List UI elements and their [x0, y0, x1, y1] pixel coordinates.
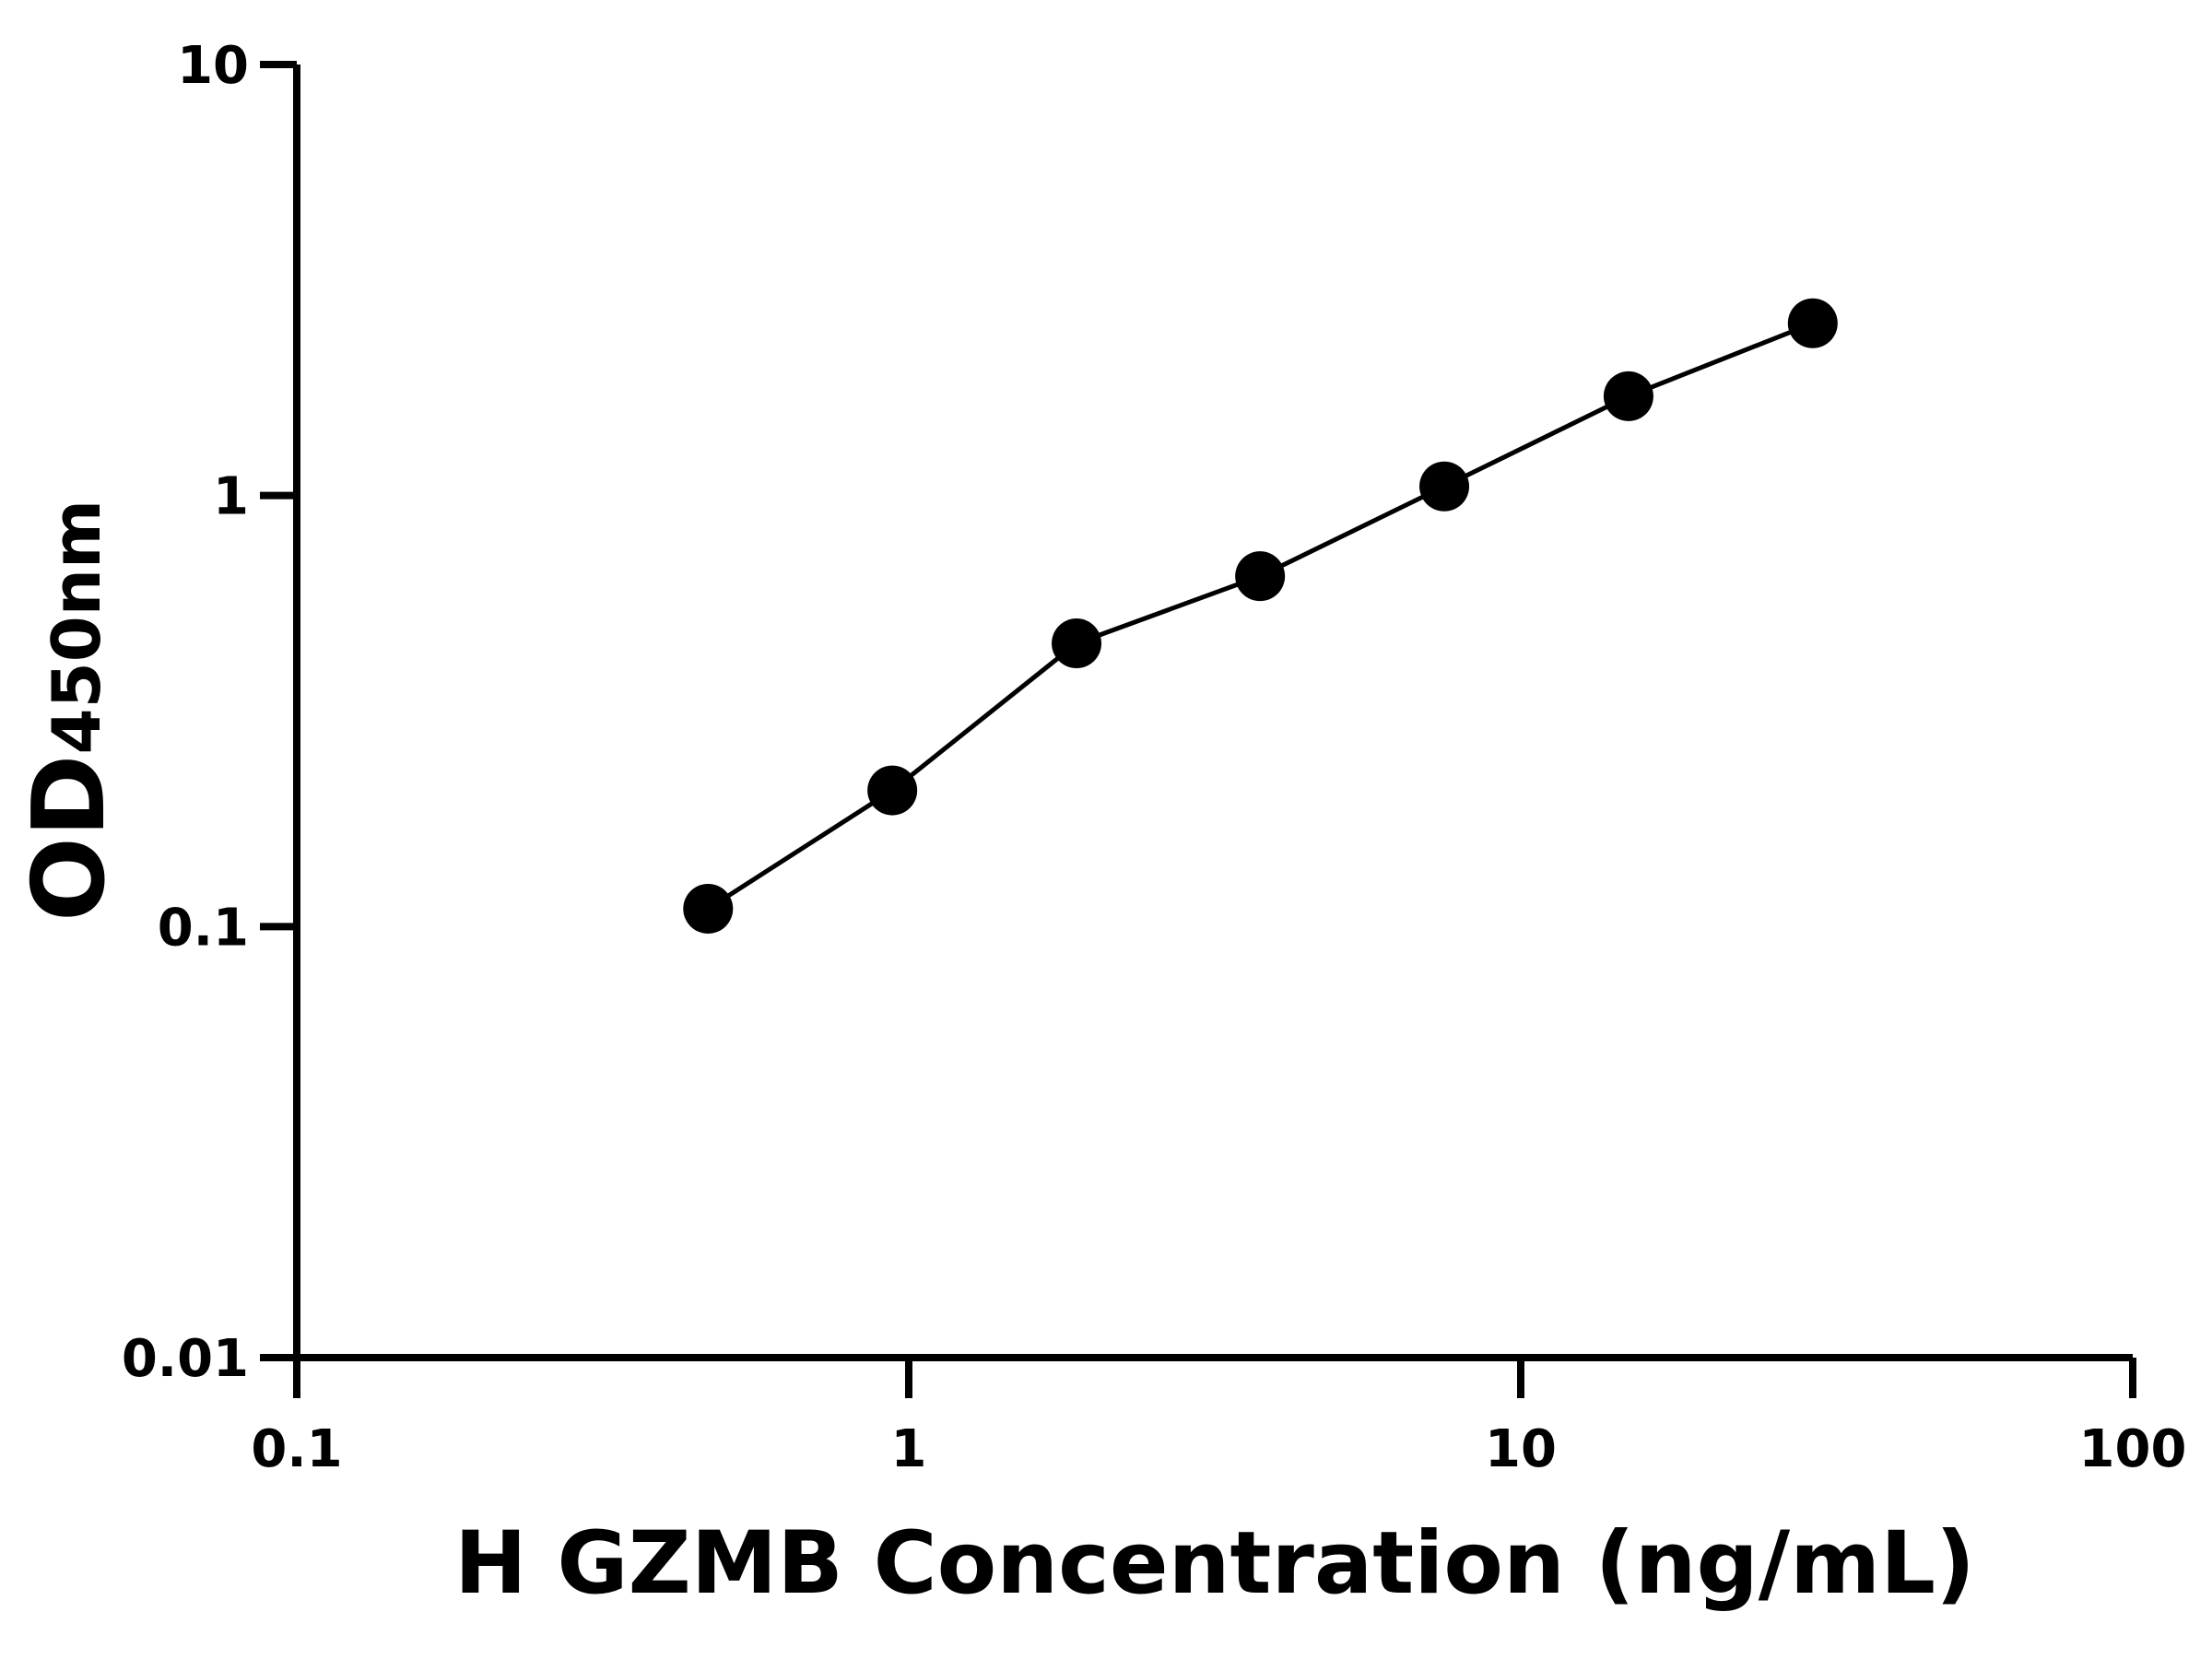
point	[1603, 371, 1653, 421]
y-axis-title-main: OD450nm	[12, 500, 127, 922]
y-tick-label: 1	[213, 467, 249, 527]
x-tick-label: 100	[2079, 1419, 2187, 1479]
y-tick-label: 0.1	[158, 898, 249, 958]
y-axis-title-subscript: 450nm	[38, 500, 115, 755]
x-tick-label: 0.1	[251, 1419, 342, 1479]
point	[1235, 551, 1286, 602]
y-tick-label: 10	[177, 36, 249, 96]
point	[1787, 298, 1838, 348]
point	[683, 883, 734, 934]
point	[867, 765, 918, 816]
y-axis-title: OD450nm	[12, 500, 127, 922]
point	[1052, 618, 1102, 669]
y-axis-title-text: OD	[12, 755, 127, 922]
point	[1419, 461, 1470, 512]
x-tick-label: 1	[891, 1419, 927, 1479]
x-tick-label: 10	[1485, 1419, 1557, 1479]
y-tick-label: 0.01	[122, 1329, 249, 1389]
x-axis-title: H GZMB Concentration (ng/mL)	[454, 1513, 1975, 1614]
